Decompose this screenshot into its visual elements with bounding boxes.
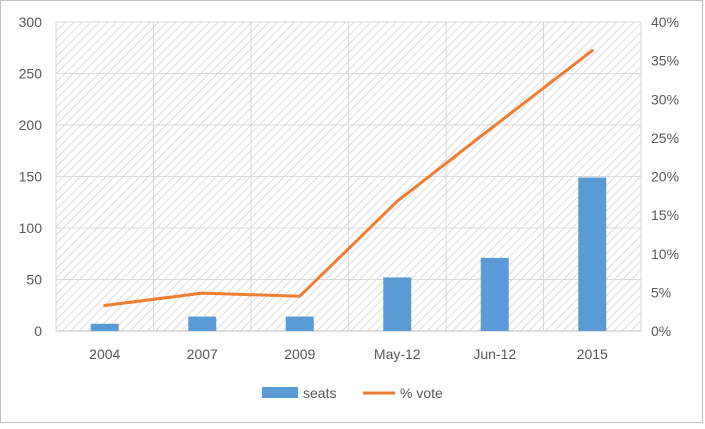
y-left-tick-label: 0 <box>34 323 42 339</box>
y-right-tick-label: 5% <box>651 284 671 300</box>
x-tick-label: 2004 <box>89 346 120 362</box>
y-right-tick-label: 25% <box>651 130 679 146</box>
bar-seats-2004 <box>91 324 119 331</box>
bar-seats-2015 <box>578 178 606 331</box>
y-right-tick-label: 30% <box>651 91 679 107</box>
legend: seats % vote <box>262 385 443 401</box>
bar-seats-May-12 <box>383 277 411 331</box>
bar-seats-2009 <box>286 317 314 331</box>
y-left-tick-label: 250 <box>19 66 43 82</box>
y-right-tick-label: 10% <box>651 246 679 262</box>
y-right-tick-label: 40% <box>651 14 679 30</box>
y-right-tick-label: 0% <box>651 323 671 339</box>
legend-label-vote: % vote <box>400 385 443 401</box>
y-left-tick-label: 300 <box>19 14 43 30</box>
bar-seats-Jun-12 <box>481 258 509 331</box>
y-right-tick-label: 35% <box>651 53 679 69</box>
x-tick-label: Jun-12 <box>473 346 516 362</box>
x-tick-label: 2009 <box>284 346 315 362</box>
legend-swatch-seats <box>262 387 298 398</box>
bar-seats-2007 <box>188 317 216 331</box>
y-right-tick-label: 20% <box>651 169 679 185</box>
y-left-tick-label: 200 <box>19 117 43 133</box>
y-left-tick-label: 150 <box>19 169 43 185</box>
y-left-tick-label: 50 <box>26 272 42 288</box>
x-tick-label: 2015 <box>577 346 608 362</box>
legend-label-seats: seats <box>303 385 336 401</box>
x-tick-label: 2007 <box>187 346 218 362</box>
y-left-tick-label: 100 <box>19 220 43 236</box>
y-right-tick-label: 15% <box>651 207 679 223</box>
x-tick-label: May-12 <box>374 346 421 362</box>
